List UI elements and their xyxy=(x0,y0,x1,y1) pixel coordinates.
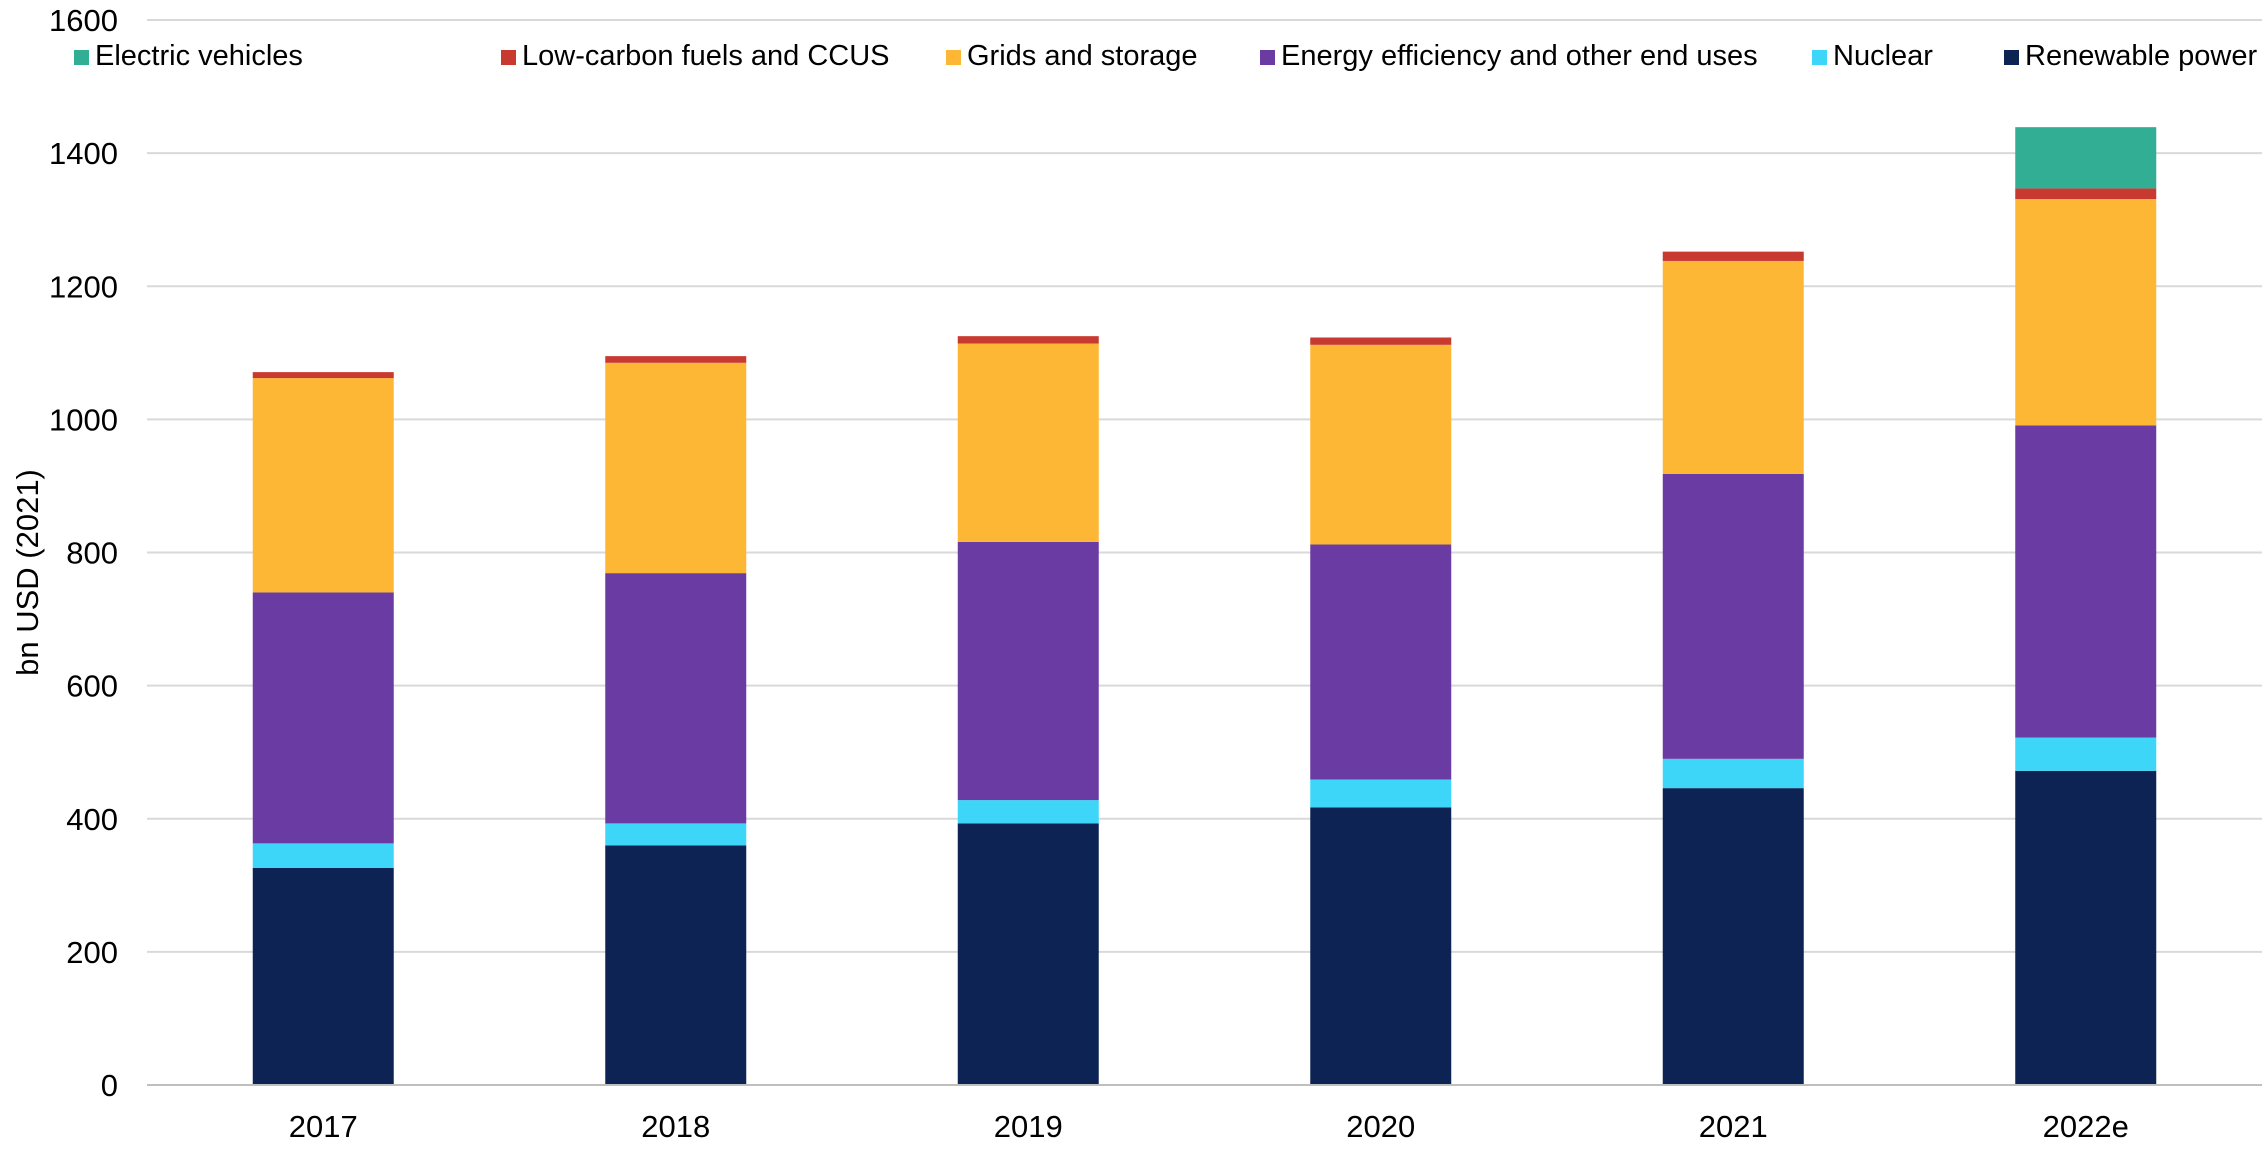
x-tick-label: 2021 xyxy=(1699,1109,1768,1144)
legend-label: Grids and storage xyxy=(967,40,1198,72)
legend-swatch xyxy=(74,50,89,65)
legend-label: Low-carbon fuels and CCUS xyxy=(522,40,890,72)
x-tick-label: 2017 xyxy=(289,1109,358,1144)
x-tick-label: 2020 xyxy=(1346,1109,1415,1144)
legend: Electric vehicles Low-carbon fuels and CC… xyxy=(74,40,2257,72)
legend-swatch xyxy=(946,50,961,65)
bar-segment-nuclear xyxy=(1662,758,1804,789)
y-tick-label: 1000 xyxy=(49,402,118,437)
bar-segment-energy-efficiency-and-other-end-uses xyxy=(957,541,1099,801)
legend-swatch xyxy=(1260,50,1275,65)
bar-segment-renewable-power xyxy=(252,868,394,1085)
bar-segment-energy-efficiency-and-other-end-uses xyxy=(1310,544,1452,780)
bar-segment-renewable-power xyxy=(957,823,1099,1085)
bar-segment-low-carbon-fuels-and-ccus xyxy=(252,372,394,379)
legend-item: Nuclear xyxy=(1812,40,1933,72)
y-tick-label: 0 xyxy=(101,1068,118,1103)
bar-segment-nuclear xyxy=(252,843,394,869)
legend-item: Low-carbon fuels and CCUS xyxy=(501,40,890,72)
legend-item: Energy efficiency and other end uses xyxy=(1260,40,1758,72)
bar-segment-nuclear xyxy=(1310,779,1452,808)
x-tick-label: 2018 xyxy=(641,1109,710,1144)
x-tick-label: 2019 xyxy=(994,1109,1063,1144)
legend-label: Energy efficiency and other end uses xyxy=(1281,40,1758,72)
y-tick-label: 200 xyxy=(66,935,118,970)
bar-segment-low-carbon-fuels-and-ccus xyxy=(957,336,1099,344)
y-tick-label: 1600 xyxy=(49,3,118,38)
bar-segment-grids-and-storage xyxy=(1310,344,1452,545)
y-tick-label: 400 xyxy=(66,802,118,837)
y-tick-label: 1200 xyxy=(49,269,118,304)
legend-swatch xyxy=(1812,50,1827,65)
bar-segment-nuclear xyxy=(957,800,1099,824)
bar-segment-low-carbon-fuels-and-ccus xyxy=(1662,251,1804,261)
legend-item: Renewable power xyxy=(2004,40,2257,72)
y-tick-label: 1400 xyxy=(49,136,118,171)
gridlines xyxy=(147,19,2262,953)
bar-segment-renewable-power xyxy=(2015,770,2157,1085)
bar-segment-electric-vehicles xyxy=(2015,127,2157,189)
bar-segment-nuclear xyxy=(2015,737,2157,771)
legend-label: Renewable power xyxy=(2025,40,2257,72)
bar-segment-energy-efficiency-and-other-end-uses xyxy=(2015,425,2157,738)
legend-label: Nuclear xyxy=(1833,40,1933,72)
x-tick-label: 2022e xyxy=(2043,1109,2129,1144)
bar-segment-renewable-power xyxy=(1310,807,1452,1085)
bar-segment-renewable-power xyxy=(605,845,747,1085)
bar-segment-grids-and-storage xyxy=(2015,199,2157,426)
bar-segment-grids-and-storage xyxy=(1662,260,1804,474)
legend-label: Electric vehicles xyxy=(95,40,303,72)
bar-segment-grids-and-storage xyxy=(957,343,1099,542)
bar-segment-energy-efficiency-and-other-end-uses xyxy=(1662,473,1804,759)
legend-swatch xyxy=(2004,50,2019,65)
legend-item: Grids and storage xyxy=(946,40,1198,72)
bar-segment-nuclear xyxy=(605,823,747,846)
legend-swatch xyxy=(501,50,516,65)
y-tick-label: 800 xyxy=(66,536,118,571)
axes: 0 200 400 600 800 1000 1200 1400 1600 2017 2018 201… xyxy=(49,3,2262,1144)
bar-segment-grids-and-storage xyxy=(605,362,747,574)
legend-item: Electric vehicles xyxy=(74,40,303,72)
bar-segment-low-carbon-fuels-and-ccus xyxy=(2015,188,2157,200)
bar-segment-energy-efficiency-and-other-end-uses xyxy=(252,592,394,844)
bar-segment-renewable-power xyxy=(1662,788,1804,1085)
y-tick-label: 600 xyxy=(66,669,118,704)
bar-segment-low-carbon-fuels-and-ccus xyxy=(605,356,747,363)
bar-segment-grids-and-storage xyxy=(252,378,394,593)
y-axis-title: bn USD (2021) xyxy=(10,469,45,676)
bars xyxy=(252,127,2157,1085)
bar-segment-low-carbon-fuels-and-ccus xyxy=(1310,337,1452,345)
bar-segment-energy-efficiency-and-other-end-uses xyxy=(605,573,747,824)
